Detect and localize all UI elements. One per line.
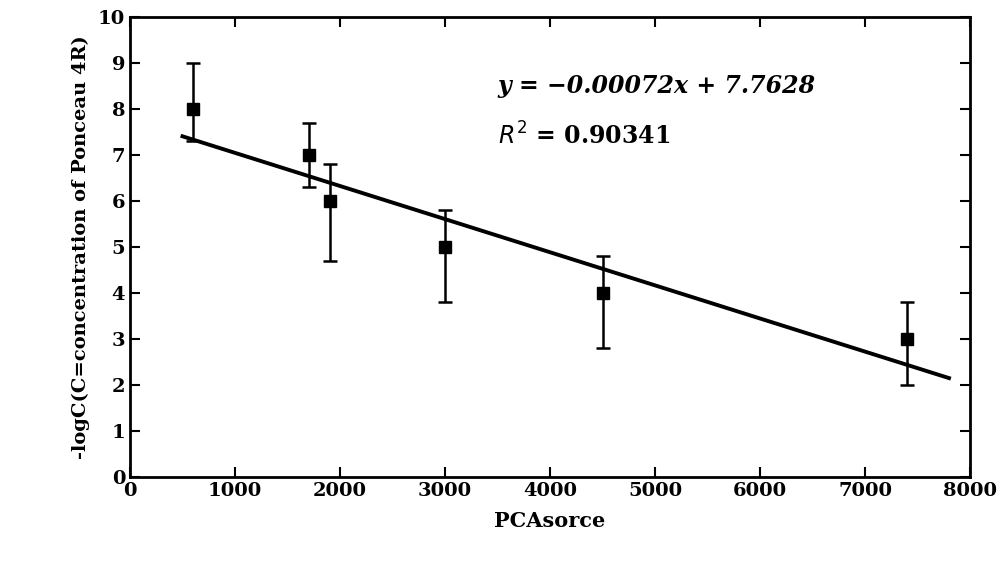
- Text: y = −0.00072x + 7.7628: y = −0.00072x + 7.7628: [498, 74, 816, 98]
- Y-axis label: -logC(C=concentration of Ponceau 4R): -logC(C=concentration of Ponceau 4R): [71, 35, 90, 459]
- Text: $\mathit{R}^2$ = 0.90341: $\mathit{R}^2$ = 0.90341: [498, 123, 670, 150]
- X-axis label: PCAsorce: PCAsorce: [494, 511, 606, 531]
